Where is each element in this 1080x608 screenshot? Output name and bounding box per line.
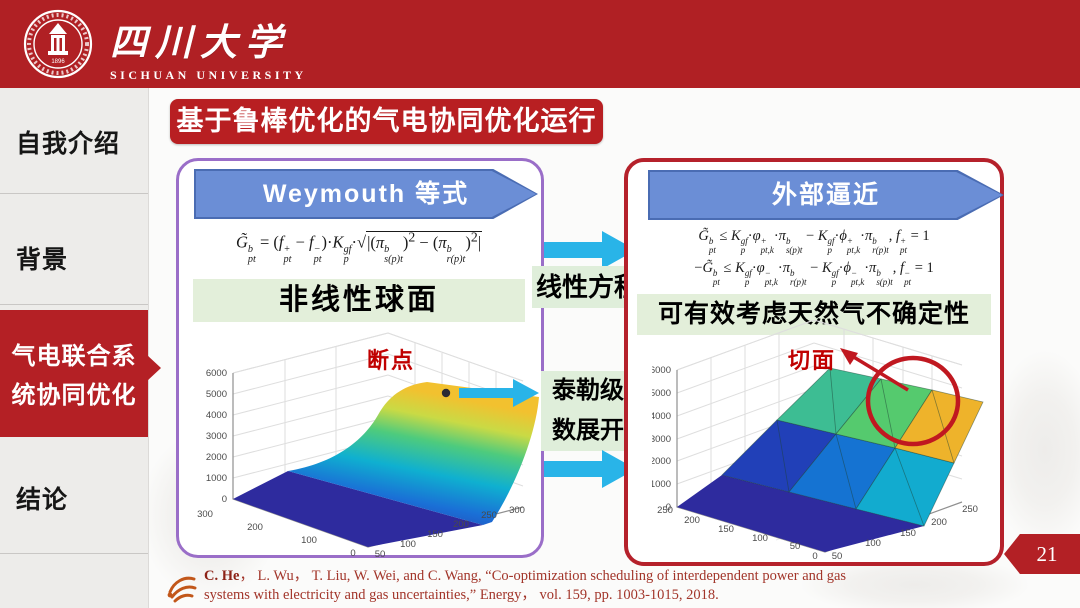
axis-tick-label: 6000 [206,368,227,379]
weymouth-panel: Weymouth 等式 G̃ b pt = (f + pt − f − pt)·K gf p ·√… [176,158,544,559]
axis-tick-label: 150 [427,529,443,540]
axis-tick-label: 250 [962,504,978,515]
breakpoint-dot [441,388,451,398]
axis-tick-label: 50 [790,541,801,552]
surface-ramp [288,382,539,525]
citation: C. He， L. Wu， T. Liu, W. Wei, and C. Wan… [204,567,1014,605]
weymouth-banner-label: Weymouth 等式 [196,171,536,217]
axis-tick-label: 6000 [652,365,671,376]
sidebar-divider [0,193,148,194]
axis-tick-label: 0 [812,551,817,562]
sidebar-item-intro[interactable]: 自我介绍 [16,130,121,158]
axis-tick-label: 2000 [652,456,671,467]
axis-tick-label: 0 [666,502,671,513]
cut-plane-arrow-icon [840,348,909,392]
linear-equation-label: 线性方程 [532,266,644,308]
axis-tick-label: 150 [718,524,734,535]
surface-flat-region [233,471,483,547]
taylor-series-line2: 数展开 [552,417,624,444]
taylor-series-line1: 泰勒级 [552,377,624,404]
weymouth-formula: G̃ b pt = (f + pt − f − pt)·K gf p ·√|(π b s(p)t)2 … [235,229,483,265]
seal-year: 1896 [51,59,65,65]
axis-tick-label: 5000 [652,388,671,399]
cut-plane-circle [865,355,961,447]
axis-tick-label: 0 [222,494,227,505]
axis-tick-label: 300 [197,509,213,520]
axis-tick-label: 150 [900,528,916,539]
axis-tick-label: 0 [350,548,355,559]
axis-tick-label: 3000 [652,434,671,445]
university-name-en: SICHUAN UNIVERSITY [110,68,307,82]
axis-tick-label: 1000 [206,473,227,484]
axis-tick-label: 4000 [206,410,227,421]
cut-plane-label: 切面 [788,348,837,373]
uncertainty-label: 可有效考虑天然气不确定性 [637,294,991,335]
header-bar: 1896 四川大学 SICHUAN UNIVERSITY [0,0,1080,88]
university-seal-icon: 1896 [23,9,93,79]
nonlinear-sphere-label: 非线性球面 [193,279,525,322]
citation-bullet-icon [167,576,197,603]
axis-tick-label: 50 [375,549,386,559]
sidebar-divider [0,304,148,305]
taylor-series-label: 泰勒级 数展开 [541,371,635,451]
axis-tick-label: 300 [509,505,525,516]
weymouth-surface-plot: 0 1000 2000 3000 4000 5000 6000 300 200 … [197,332,539,559]
axis-tick-label: 200 [931,517,947,528]
flow-arrow-bottom-icon [544,450,636,488]
axis-tick-label: 100 [301,535,317,546]
axis-tick-label: 100 [752,533,768,544]
axis-tick-label: 200 [247,522,263,533]
page-number-tab: 21 [1004,534,1080,574]
weymouth-banner: Weymouth 等式 [194,169,538,219]
sidebar-active-line1: 气电联合系 [11,343,137,370]
axis-tick-label: 5000 [206,389,227,400]
axis-tick-label: 200 [453,519,469,530]
flow-arrow-top-icon [544,231,636,269]
citation-line2: systems with electricity and gas uncerta… [204,587,719,603]
sidebar-item-gas-power-active[interactable]: 气电联合系 统协同优化 [0,310,161,437]
breakpoint-arrow-icon [459,379,539,407]
sidebar-divider [0,553,148,554]
outer-approx-banner: 外部逼近 [648,170,1004,220]
watermark-blob [990,350,1080,550]
slide-title: 基于鲁棒优化的气电协同优化运行 [170,99,603,144]
axis-tick-label: 100 [865,538,881,549]
axis-tick-label: 1000 [652,479,671,490]
axis-tick-label: 4000 [652,411,671,422]
axis-tick-label: 50 [832,551,843,562]
axis-tick-label: 250 [481,510,497,521]
surface-flat-region [677,475,924,552]
axis-tick-label: 2000 [206,452,227,463]
citation-line1: C. He， L. Wu， T. Liu, W. Wei, and C. Wan… [204,568,847,584]
outer-approx-surface-plot: 0 1000 2000 3000 4000 5000 6000 250 200 … [652,320,984,562]
axis-tick-label: 100 [400,539,416,550]
axis-tick-label: 200 [684,515,700,526]
sidebar-active-line2: 统协同优化 [11,382,137,409]
axis-tick-label: 3000 [206,431,227,442]
university-name-cn: 四川大学 [110,20,290,64]
axis-tick-label: 250 [657,505,673,516]
sidebar-nav: 自我介绍 背景 气电联合系 统协同优化 结论 [0,88,161,608]
breakpoint-label: 断点 [367,348,416,373]
sidebar-item-background[interactable]: 背景 [16,246,69,274]
sidebar-item-conclusion[interactable]: 结论 [16,486,69,514]
outer-approx-banner-label: 外部逼近 [650,172,1002,218]
